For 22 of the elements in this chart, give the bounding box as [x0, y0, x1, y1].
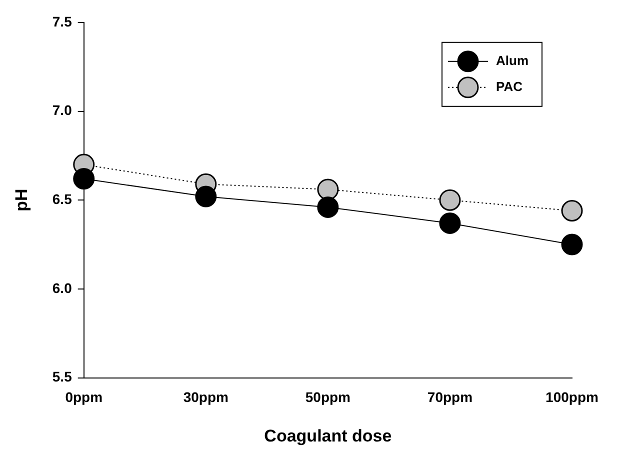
- legend-label: Alum: [496, 52, 528, 68]
- point: [561, 234, 583, 256]
- x-tick-label: 50ppm: [305, 389, 350, 406]
- x-tick-label: 0ppm: [65, 389, 103, 406]
- y-tick-label: 6.0: [52, 280, 72, 296]
- point: [439, 189, 461, 211]
- x-tick-label: 30ppm: [183, 389, 228, 406]
- x-tick-label: 70ppm: [427, 389, 473, 406]
- point: [317, 196, 339, 218]
- point: [317, 178, 339, 200]
- y-tick-label: 7.5: [52, 13, 72, 30]
- point: [561, 200, 583, 222]
- y-tick-label: 6.5: [52, 190, 72, 207]
- x-tick-label: 100ppm: [546, 389, 598, 406]
- point: [73, 168, 95, 190]
- x-axis-title: Coagulant dose: [264, 426, 392, 446]
- y-tick-label: 5.5: [52, 368, 72, 385]
- legend-label: PAC: [496, 78, 524, 94]
- y-tick-label: 7.0: [52, 102, 72, 118]
- point: [439, 212, 461, 234]
- y-axis-title: pH: [12, 188, 31, 212]
- point: [195, 186, 217, 208]
